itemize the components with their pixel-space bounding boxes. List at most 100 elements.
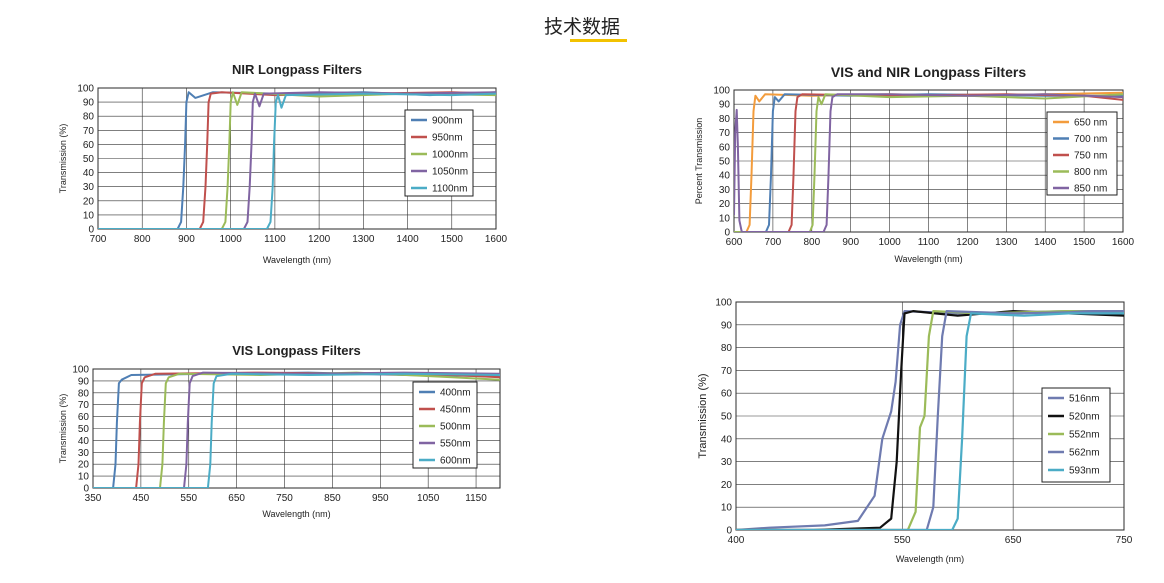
series-line-593nm <box>736 312 1124 530</box>
y-tick-label: 20 <box>721 480 733 491</box>
x-tick-label: 800 <box>803 237 820 248</box>
series-line-850nm <box>734 93 1123 232</box>
y-tick-label: 10 <box>721 503 733 514</box>
y-tick-label: 20 <box>719 199 731 210</box>
x-tick-label: 650 <box>1005 535 1022 546</box>
series-line-600nm <box>93 372 500 488</box>
y-tick-label: 60 <box>721 389 733 400</box>
y-tick-label: 70 <box>78 400 90 411</box>
legend-label: 550nm <box>440 439 471 450</box>
x-tick-label: 1050 <box>417 493 440 504</box>
y-tick-label: 50 <box>721 412 733 423</box>
x-tick-label: 750 <box>276 493 293 504</box>
legend-label: 1100nm <box>432 184 467 195</box>
x-axis-label: Wavelength (nm) <box>894 254 962 264</box>
legend-label: 800 nm <box>1074 167 1107 178</box>
legend-label: 400nm <box>440 388 471 399</box>
y-tick-label: 50 <box>83 154 95 165</box>
legend-label: 520nm <box>1069 412 1100 423</box>
x-tick-label: 850 <box>324 493 341 504</box>
x-tick-label: 950 <box>372 493 389 504</box>
y-tick-label: 40 <box>83 168 95 179</box>
x-tick-label: 450 <box>133 493 150 504</box>
y-tick-label: 30 <box>83 182 95 193</box>
legend-label: 850 nm <box>1074 184 1107 195</box>
y-tick-label: 90 <box>83 98 95 109</box>
chart-title: VIS and NIR Longpass Filters <box>831 64 1026 80</box>
legend-label: 593nm <box>1069 466 1100 477</box>
legend-label: 552nm <box>1069 430 1100 441</box>
y-tick-label: 10 <box>78 472 90 483</box>
x-tick-label: 900 <box>842 237 859 248</box>
y-tick-label: 20 <box>78 460 90 471</box>
x-tick-label: 800 <box>134 234 151 245</box>
y-tick-label: 80 <box>721 343 733 354</box>
y-tick-label: 60 <box>83 140 95 151</box>
legend-box <box>1046 111 1118 196</box>
y-tick-label: 40 <box>719 171 731 182</box>
y-tick-label: 10 <box>83 210 95 221</box>
series-line-562nm <box>736 310 1124 530</box>
y-tick-label: 50 <box>78 424 90 435</box>
y-tick-label: 50 <box>719 157 731 168</box>
y-tick-label: 30 <box>719 185 731 196</box>
x-tick-label: 400 <box>728 535 745 546</box>
x-tick-label: 1200 <box>308 234 331 245</box>
legend-label: 516nm <box>1069 394 1100 405</box>
series-line-1000nm <box>98 91 496 229</box>
x-tick-label: 600 <box>726 237 743 248</box>
y-tick-label: 80 <box>83 112 95 123</box>
y-tick-label: 100 <box>713 86 730 97</box>
y-tick-label: 60 <box>719 142 731 153</box>
y-tick-label: 90 <box>78 376 90 387</box>
y-tick-label: 0 <box>88 225 94 236</box>
y-tick-label: 80 <box>78 388 90 399</box>
x-tick-label: 1000 <box>220 234 243 245</box>
y-tick-label: 70 <box>721 366 733 377</box>
x-tick-label: 1100 <box>918 237 940 248</box>
y-axis-label: Transmission (%) <box>58 124 68 194</box>
y-tick-label: 0 <box>83 484 89 495</box>
y-tick-label: 70 <box>83 126 95 137</box>
x-axis-label: Wavelength (nm) <box>262 509 330 519</box>
x-axis-label: Wavelength (nm) <box>263 255 331 265</box>
x-tick-label: 1200 <box>956 237 979 248</box>
y-tick-label: 100 <box>715 298 732 309</box>
x-tick-label: 550 <box>180 493 197 504</box>
chart-title: VIS Longpass Filters <box>232 343 361 358</box>
y-axis-label: Transmission (%) <box>58 394 68 464</box>
x-tick-label: 1400 <box>1034 237 1057 248</box>
x-tick-label: 650 <box>228 493 245 504</box>
y-tick-label: 90 <box>719 100 731 111</box>
y-tick-label: 40 <box>721 434 733 445</box>
legend-label: 562nm <box>1069 448 1100 459</box>
x-tick-label: 1500 <box>1073 237 1096 248</box>
chart-bandpass: 0 10 20 30 40 50 60 70 80 90 100 400 550 650 750 Wavele… <box>697 298 1133 565</box>
y-axis-label: Percent Transmission <box>694 118 704 205</box>
legend-label: 1000nm <box>432 150 468 161</box>
x-tick-label: 1600 <box>1112 237 1135 248</box>
y-tick-label: 80 <box>719 114 731 125</box>
series-line-1050nm <box>98 91 496 229</box>
x-tick-label: 900 <box>178 234 195 245</box>
x-tick-label: 700 <box>90 234 107 245</box>
legend-label: 650 nm <box>1074 118 1107 129</box>
x-tick-label: 1300 <box>995 237 1018 248</box>
title-underline <box>570 39 627 42</box>
y-tick-label: 30 <box>78 448 90 459</box>
legend-label: 500nm <box>440 422 471 433</box>
page-title: 技术数据 <box>543 16 620 38</box>
x-tick-label: 1400 <box>396 234 419 245</box>
x-tick-label: 1600 <box>485 234 508 245</box>
y-tick-label: 0 <box>724 228 730 239</box>
x-tick-label: 1500 <box>441 234 464 245</box>
y-tick-label: 90 <box>721 320 733 331</box>
y-tick-label: 60 <box>78 412 90 423</box>
y-axis-label: Transmission (%) <box>697 373 709 458</box>
chart-vis-nir-longpass: 0 10 20 30 40 50 60 70 80 90 100 600 700 800 900 1000 11… <box>694 64 1135 264</box>
chart-title: NIR Longpass Filters <box>232 62 362 77</box>
x-tick-label: 550 <box>894 535 911 546</box>
legend-label: 700 nm <box>1074 134 1107 145</box>
legend-label: 1050nm <box>432 167 468 178</box>
